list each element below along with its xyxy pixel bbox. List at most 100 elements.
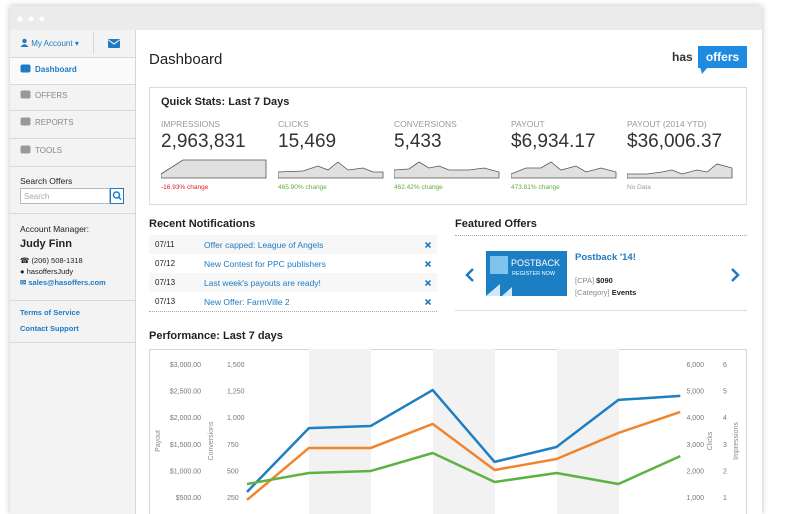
nav-icon-shape [20,64,31,73]
notification-text[interactable]: Offer capped: League of Angels [204,240,324,250]
manager-label: Account Manager: [20,224,89,234]
series-line [246,388,681,493]
stat-value: $6,934.17 [511,131,596,152]
notification-row-bg [149,254,437,273]
nav-active-bg [10,58,135,84]
stat-change: 462.42% change [394,184,443,191]
offer-category-label: [Category] [575,288,610,297]
tick-label: 500 [227,468,239,475]
sparkline-area [627,163,733,179]
support-link[interactable]: Contact Support [20,324,79,333]
logo-tail [700,67,708,74]
stat-value: 5,433 [394,131,442,152]
notification-row-bg [149,273,437,292]
nav-label: Dashboard [35,65,77,74]
search-input[interactable]: Search [20,188,110,204]
prev-arrow[interactable] [464,267,476,283]
nav-icon [20,90,31,99]
phone: ☎ (206) 508-1318 [20,256,83,265]
nav-icon [20,64,31,73]
logo-has: has [672,50,693,64]
nav-icon-shape [20,145,31,154]
tick-label: 4,000 [686,415,704,422]
sparkline-area [511,161,617,179]
nav-icon-shape [20,117,31,126]
series-line [246,451,681,486]
nav-icon [20,117,31,126]
tick-label: 6 [723,362,727,369]
offer-category-value: Events [611,288,637,297]
nav-item[interactable]: OFFERS [20,90,67,100]
stat-change: No Data [627,184,651,191]
tick-label: $2,500.00 [170,389,201,396]
sparkline [627,163,733,179]
stat-value: $36,006.37 [627,131,723,152]
tick-label: $500.00 [176,495,201,502]
dismiss-icon[interactable] [425,299,431,305]
dismiss-icon[interactable] [425,280,431,286]
dismiss-icon[interactable] [425,242,431,248]
sparkline [511,161,617,179]
featured-title: Featured Offers [455,218,537,230]
offer-image-title: POSTBACK [511,258,561,268]
account-label: My Account [31,39,73,48]
row-divider [149,311,437,312]
nav-icon [20,145,31,154]
nav-item[interactable]: Dashboard [20,64,77,74]
stat-label: CONVERSIONS [394,119,457,129]
dismiss-icon[interactable] [425,261,431,267]
terms-link[interactable]: Terms of Service [20,308,80,317]
notification-text[interactable]: Last week's payouts are ready! [204,278,321,288]
tick-label: 1,250 [227,389,245,396]
tick-label: 5,000 [686,389,704,396]
stat-value: 15,469 [278,131,337,152]
sparkline-area [161,159,267,179]
tick-label: 3 [723,442,727,449]
axis-title: Clicks [707,431,714,450]
next-arrow[interactable] [729,267,741,283]
sparkline-area [278,161,384,179]
dismiss-icon-shape [425,261,431,267]
stat-value: 2,963,831 [161,131,246,152]
notifications-title: Recent Notifications [149,218,256,230]
tick-label: 5 [723,389,727,396]
dismiss-icon-shape [425,242,431,248]
notification-text[interactable]: New Contest for PPC publishers [204,259,326,269]
nav-item[interactable]: REPORTS [20,117,74,127]
axis-title: Payout [155,430,162,452]
dismiss-icon-shape [425,280,431,286]
offer-price: $090 [596,276,613,285]
nav-item[interactable]: TOOLS [20,145,62,155]
offer-name[interactable]: Postback '14! [575,252,636,263]
nav-label: TOOLS [35,146,62,155]
nav-label: OFFERS [35,91,68,100]
mail-icon[interactable] [108,39,120,48]
tick-label: 250 [227,495,239,502]
tick-label: 3,000 [686,442,704,449]
offer-type: [CPA] $090 [575,276,613,285]
column-band [557,349,619,514]
search-button[interactable] [110,188,124,204]
account-menu[interactable]: My Account ▾ [20,38,79,48]
dismiss-icon-shape [425,299,431,305]
email[interactable]: ✉ sales@hasoffers.com [20,278,106,287]
phone-number: (206) 508-1318 [31,256,83,265]
offer-image[interactable]: POSTBACK REGISTER NOW [486,251,567,296]
nav-icon-shape [20,90,31,99]
logo-offers: offers [698,46,747,68]
stat-label: IMPRESSIONS [161,119,221,129]
tick-label: 750 [227,442,239,449]
chat-handle: hasoffersJudy [26,267,74,276]
manager-name: Judy Finn [20,238,72,250]
tick-label: 4 [723,415,727,422]
notification-text[interactable]: New Offer: FarmVille 2 [204,297,290,307]
tick-label: 2 [723,468,727,475]
tick-label: 1,000 [686,495,704,502]
notification-date: 07/13 [155,297,176,306]
tick-label: $3,000.00 [170,362,201,369]
tick-label: 2,000 [686,468,704,475]
tick-label: $1,000.00 [170,468,201,475]
tick-label: 1,500 [227,362,245,369]
tick-label: 1,000 [227,415,245,422]
axis-title: Conversions [208,421,215,460]
